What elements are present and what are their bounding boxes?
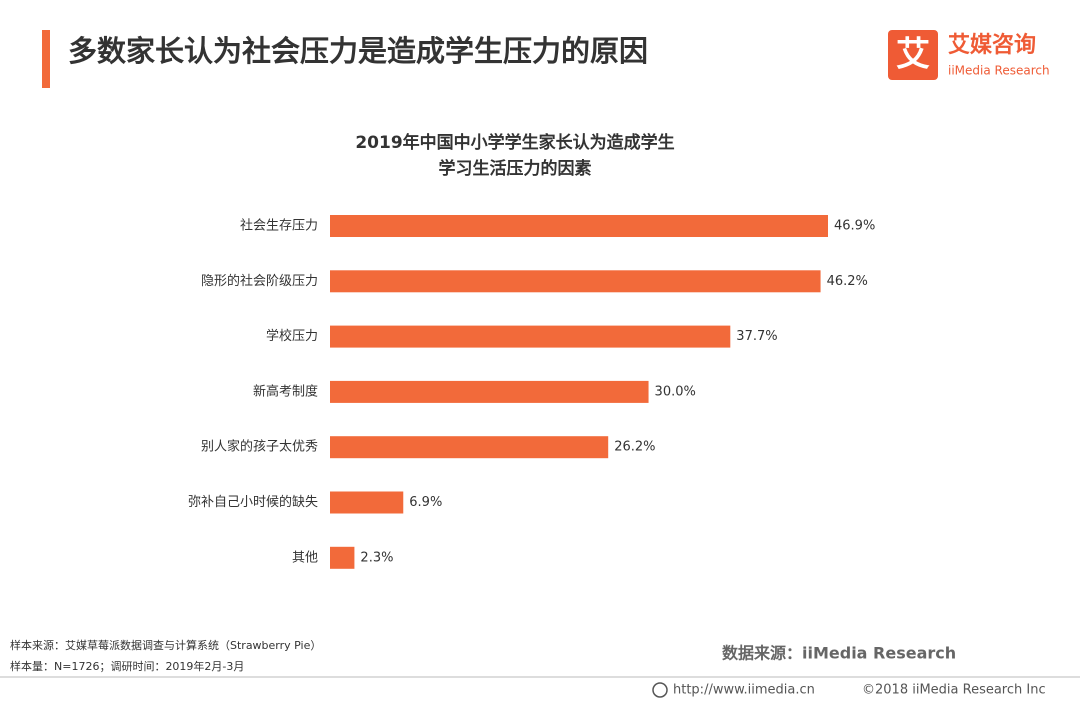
value-label: 46.2%: [827, 274, 868, 289]
category-label: 弥补自己小时候的缺失: [188, 494, 318, 510]
title-accent: [42, 30, 50, 88]
value-label: 2.3%: [360, 550, 393, 565]
category-label: 新高考制度: [253, 383, 318, 399]
bar: [330, 325, 731, 348]
category-label: 其他: [292, 550, 318, 565]
category-label: 社会生存压力: [240, 218, 318, 234]
category-label: 隐形的社会阶级压力: [201, 273, 318, 289]
url: http://www.iimedia.cn: [673, 683, 815, 698]
page-title: 多数家长认为社会压力是造成学生压力的原因: [68, 34, 648, 68]
bar: [330, 270, 821, 293]
logo-sub: iiMedia Research: [948, 64, 1050, 78]
value-label: 6.9%: [409, 495, 442, 510]
logo-mark: 艾: [896, 35, 930, 75]
category-label: 学校压力: [266, 328, 318, 344]
value-label: 26.2%: [614, 440, 655, 455]
value-label: 37.7%: [736, 329, 777, 344]
category-label: 别人家的孩子太优秀: [201, 439, 318, 455]
bar: [330, 491, 404, 514]
bar: [330, 215, 828, 237]
data-source: 数据来源：iiMedia Research: [722, 644, 956, 663]
copyright: ©2018 iiMedia Research Inc: [862, 683, 1046, 698]
logo-name: 艾媒咨询: [948, 32, 1036, 58]
value-label: 30.0%: [655, 384, 696, 399]
bar: [330, 436, 609, 459]
globe-icon: [652, 682, 668, 698]
sample-size: 样本量：N=1726；调研时间：2019年2月-3月: [10, 659, 244, 673]
bar: [330, 380, 649, 403]
value-label: 46.9%: [834, 219, 875, 234]
bar: [330, 546, 355, 569]
sample-source: 样本来源：艾媒草莓派数据调查与计算系统（Strawberry Pie）: [10, 638, 321, 652]
chart-title: 2019年中国中小学学生家长认为造成学生: [355, 132, 674, 153]
chart-title: 学习生活压力的因素: [439, 158, 592, 179]
logo-box: [888, 30, 938, 80]
